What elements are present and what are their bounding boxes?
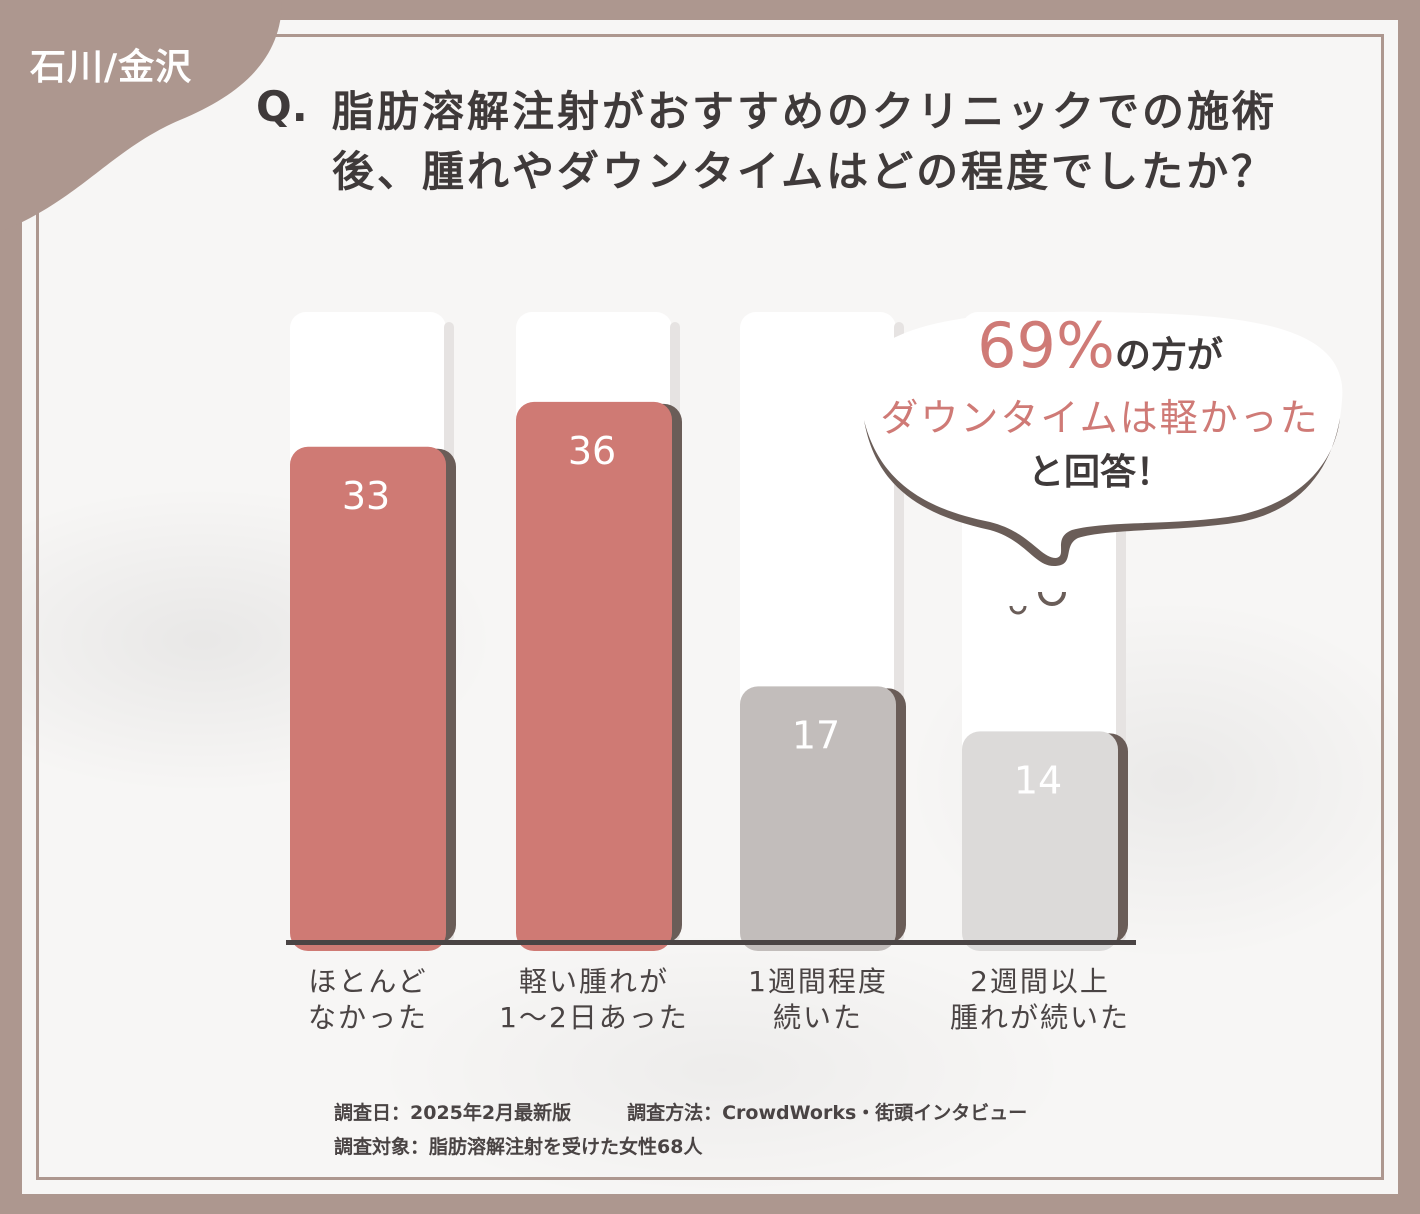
x-tick-label-line: 軽い腫れが — [518, 965, 669, 998]
bar-value-label: 36 — [568, 429, 616, 473]
callout-line2: ダウンタイムは軽かった — [880, 396, 1320, 440]
callout-percent: 69% — [977, 309, 1115, 382]
bar — [962, 731, 1118, 951]
callout-line1-suffix: の方が — [1114, 335, 1223, 376]
callout-line3: と回答！ — [1027, 452, 1172, 493]
bar-value-label: 33 — [342, 474, 390, 518]
survey-target: 調査対象：脂肪溶解注射を受けた女性68人 — [334, 1136, 703, 1158]
bar — [740, 686, 896, 951]
x-tick-label-line: 続いた — [772, 1001, 863, 1034]
callout-line1: 69%の方が — [860, 310, 1340, 392]
callout-text: 69%の方が ダウンタイムは軽かった と回答！ — [860, 310, 1340, 502]
location-label: 石川/金沢 — [30, 47, 193, 88]
question-title-line1: 脂肪溶解注射がおすすめのクリニックでの施術 — [332, 87, 1278, 136]
question-title: 脂肪溶解注射がおすすめのクリニックでの施術 後、腫れやダウンタイムはどの程度でし… — [332, 82, 1382, 202]
inner-border — [36, 34, 1384, 1180]
question-title-line2: 後、腫れやダウンタイムはどの程度でしたか？ — [332, 147, 1277, 196]
x-tick-label: ほとんど なかった — [258, 964, 478, 1036]
chart-card — [22, 20, 1398, 1194]
question-mark: Q. — [256, 82, 308, 131]
survey-date: 調査日：2025年2月最新版 — [334, 1102, 572, 1124]
survey-method: 調査方法：CrowdWorks・街頭インタビュー — [627, 1102, 1028, 1124]
x-tick-label: 2週間以上 腫れが続いた — [930, 964, 1150, 1036]
x-tick-label-line: 腫れが続いた — [949, 1001, 1130, 1034]
x-axis-line — [286, 940, 1136, 945]
speech-bubble — [857, 311, 1343, 615]
bar — [290, 446, 446, 951]
x-tick-label-line: 1〜2日あった — [499, 1001, 689, 1034]
x-tick-label: 1週間程度 続いた — [708, 964, 928, 1036]
bar-value-label: 17 — [792, 713, 840, 757]
bar-value-label: 14 — [1014, 758, 1062, 802]
survey-footer: 調査日：2025年2月最新版 調査方法：CrowdWorks・街頭インタビュー 調… — [334, 1096, 1027, 1164]
corner-tab — [0, 0, 282, 232]
bar — [516, 401, 672, 951]
x-tick-label-line: ほとんど — [308, 965, 428, 998]
x-tick-label-line: 1週間程度 — [748, 965, 888, 998]
x-tick-label: 軽い腫れが 1〜2日あった — [484, 964, 704, 1036]
x-tick-label-line: なかった — [307, 1001, 428, 1034]
x-tick-label-line: 2週間以上 — [970, 965, 1110, 998]
